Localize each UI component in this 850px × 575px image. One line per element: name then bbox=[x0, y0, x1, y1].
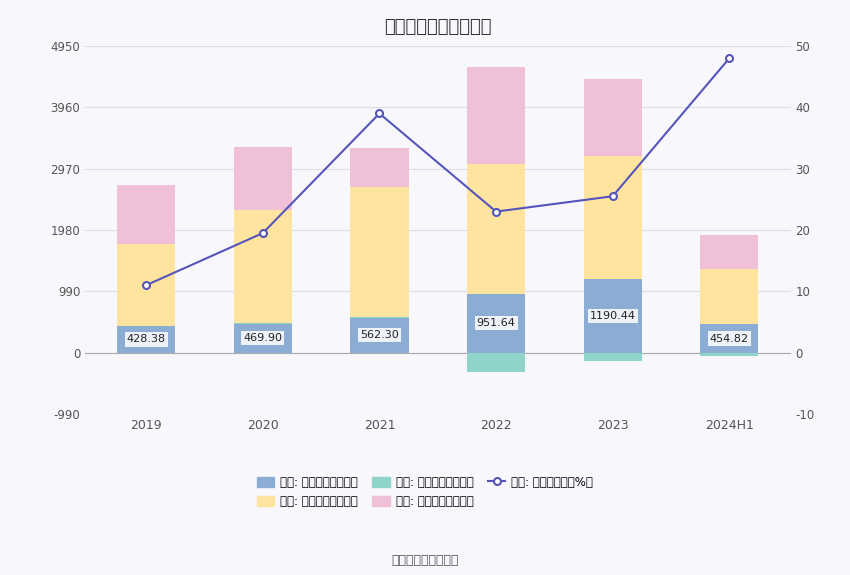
Bar bbox=[117, 325, 175, 326]
Bar bbox=[350, 187, 409, 317]
Title: 历年期间费用变化情况: 历年期间费用变化情况 bbox=[384, 18, 491, 36]
Text: 951.64: 951.64 bbox=[477, 318, 515, 328]
Text: 428.38: 428.38 bbox=[127, 335, 166, 344]
Bar bbox=[700, 269, 758, 324]
Bar bbox=[467, 67, 525, 164]
Bar bbox=[234, 324, 292, 352]
Legend: 左轴: 销售费用（万元）, 左轴: 管理费用（万元）, 左轴: 财务费用（万元）, 左轴: 研发费用（万元）, 右轴: 期间费用率（%）: 左轴: 销售费用（万元）, 左轴: 管理费用（万元）, 左轴: 财务费用（万元）… bbox=[253, 473, 597, 512]
Bar bbox=[583, 352, 642, 361]
Bar bbox=[583, 79, 642, 156]
Bar bbox=[117, 244, 175, 325]
Bar bbox=[583, 279, 642, 352]
Bar bbox=[234, 147, 292, 210]
Text: 562.30: 562.30 bbox=[360, 330, 399, 340]
Bar bbox=[350, 148, 409, 187]
Bar bbox=[350, 318, 409, 352]
Bar bbox=[700, 235, 758, 269]
Bar bbox=[700, 324, 758, 352]
Bar bbox=[467, 164, 525, 294]
Bar bbox=[234, 210, 292, 323]
Text: 数据来源：恒生聚源: 数据来源：恒生聚源 bbox=[391, 554, 459, 566]
Bar bbox=[583, 156, 642, 279]
Text: 1190.44: 1190.44 bbox=[590, 311, 636, 321]
Text: 469.90: 469.90 bbox=[243, 333, 282, 343]
Bar bbox=[117, 326, 175, 352]
Bar bbox=[467, 294, 525, 352]
Bar bbox=[117, 186, 175, 244]
Bar bbox=[467, 352, 525, 373]
Bar bbox=[700, 352, 758, 356]
Text: 454.82: 454.82 bbox=[710, 334, 749, 344]
